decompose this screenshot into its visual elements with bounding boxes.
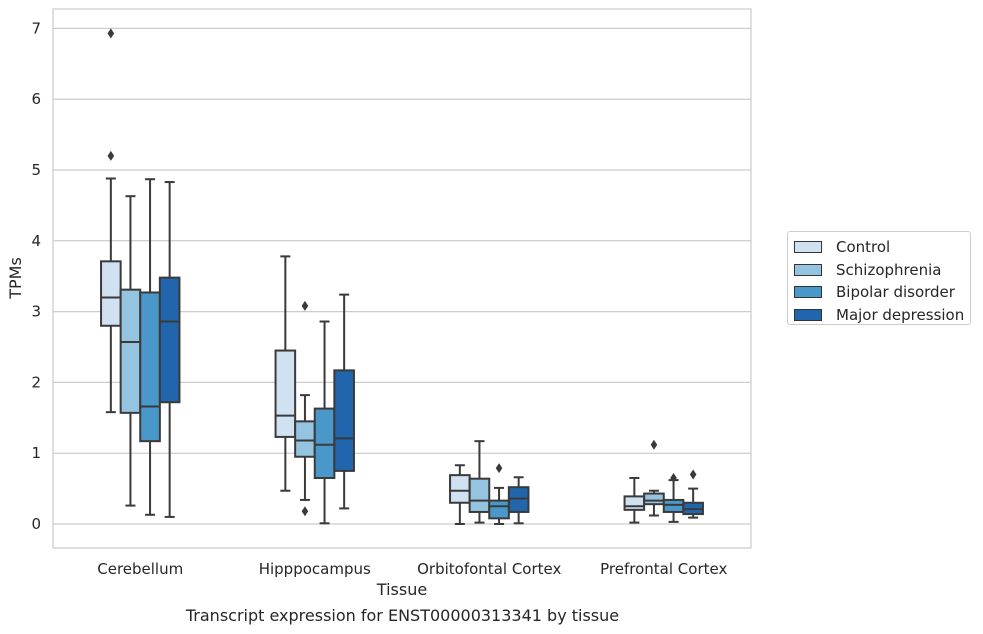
x-tick-labels: Cerebellum Hipppocampus Orbitofontal Corte…	[97, 560, 727, 578]
box	[333, 369, 355, 472]
box	[313, 407, 336, 479]
box	[100, 260, 122, 327]
box	[488, 499, 510, 520]
outlier-point	[689, 469, 697, 480]
box-group	[643, 439, 665, 517]
box-group	[682, 469, 704, 519]
box	[623, 495, 646, 511]
box-group	[468, 440, 491, 524]
legend-label: Control	[836, 238, 891, 257]
legend-item: Schizophrenia	[794, 259, 970, 282]
legend-item: Control	[794, 236, 970, 259]
legend-swatch	[794, 286, 822, 299]
box	[294, 420, 316, 458]
y-tick-label: 5	[31, 161, 41, 179]
legend-item: Bipolar disorder	[794, 281, 970, 304]
box	[507, 486, 530, 513]
y-tick-label: 4	[31, 232, 41, 250]
outlier-point	[650, 439, 658, 450]
x-tick-label: Cerebellum	[97, 560, 183, 578]
plot-frame	[52, 8, 752, 549]
box	[274, 349, 297, 438]
y-tick-label: 3	[31, 303, 41, 321]
y-tick-label: 0	[31, 515, 41, 533]
y-tick-labels: 0 1 2 3 4 5 6 7	[31, 19, 41, 533]
x-axis-label: Tissue	[376, 580, 427, 599]
x-tick-label: Prefrontal Cortex	[600, 560, 727, 578]
box-group	[139, 178, 161, 516]
legend-swatch	[794, 241, 822, 254]
box	[119, 288, 142, 414]
y-tick-label: 7	[31, 19, 41, 37]
legend-item: Major depression	[794, 304, 970, 327]
y-axis-label: TPMs	[6, 257, 25, 300]
chart-title: Transcript expression for ENST0000031334…	[185, 606, 620, 625]
outlier-point	[107, 150, 115, 161]
box-group	[333, 293, 355, 510]
box	[643, 492, 665, 506]
box	[158, 276, 181, 404]
y-tick-label: 6	[31, 90, 41, 108]
legend-label: Bipolar disorder	[836, 283, 955, 302]
box-group	[507, 476, 530, 525]
box-group	[623, 476, 646, 524]
box	[139, 291, 161, 443]
legend-swatch	[794, 308, 822, 321]
x-tick-label: Orbitofontal Cortex	[417, 560, 561, 578]
outlier-point	[301, 506, 309, 517]
outlier-point	[107, 28, 115, 39]
legend-swatch	[794, 263, 822, 276]
legend-label: Major depression	[836, 305, 965, 324]
box-group	[100, 28, 122, 414]
outlier-point	[670, 472, 677, 483]
box-group	[119, 195, 142, 507]
outlier-point	[301, 300, 309, 311]
box-group	[158, 181, 181, 518]
outlier-point	[495, 463, 503, 474]
boxes-layer	[100, 28, 704, 525]
box	[468, 477, 491, 513]
plot-area-background	[53, 9, 751, 548]
x-tick-label: Hipppocampus	[259, 560, 371, 578]
legend: Control Schizophrenia Bipolar disorder Majo…	[787, 231, 971, 325]
box	[449, 474, 471, 504]
y-tick-label: 1	[31, 444, 41, 462]
legend-label: Schizophrenia	[836, 260, 942, 279]
box	[662, 498, 685, 513]
box-group	[274, 255, 297, 492]
y-tick-label: 2	[31, 373, 41, 391]
